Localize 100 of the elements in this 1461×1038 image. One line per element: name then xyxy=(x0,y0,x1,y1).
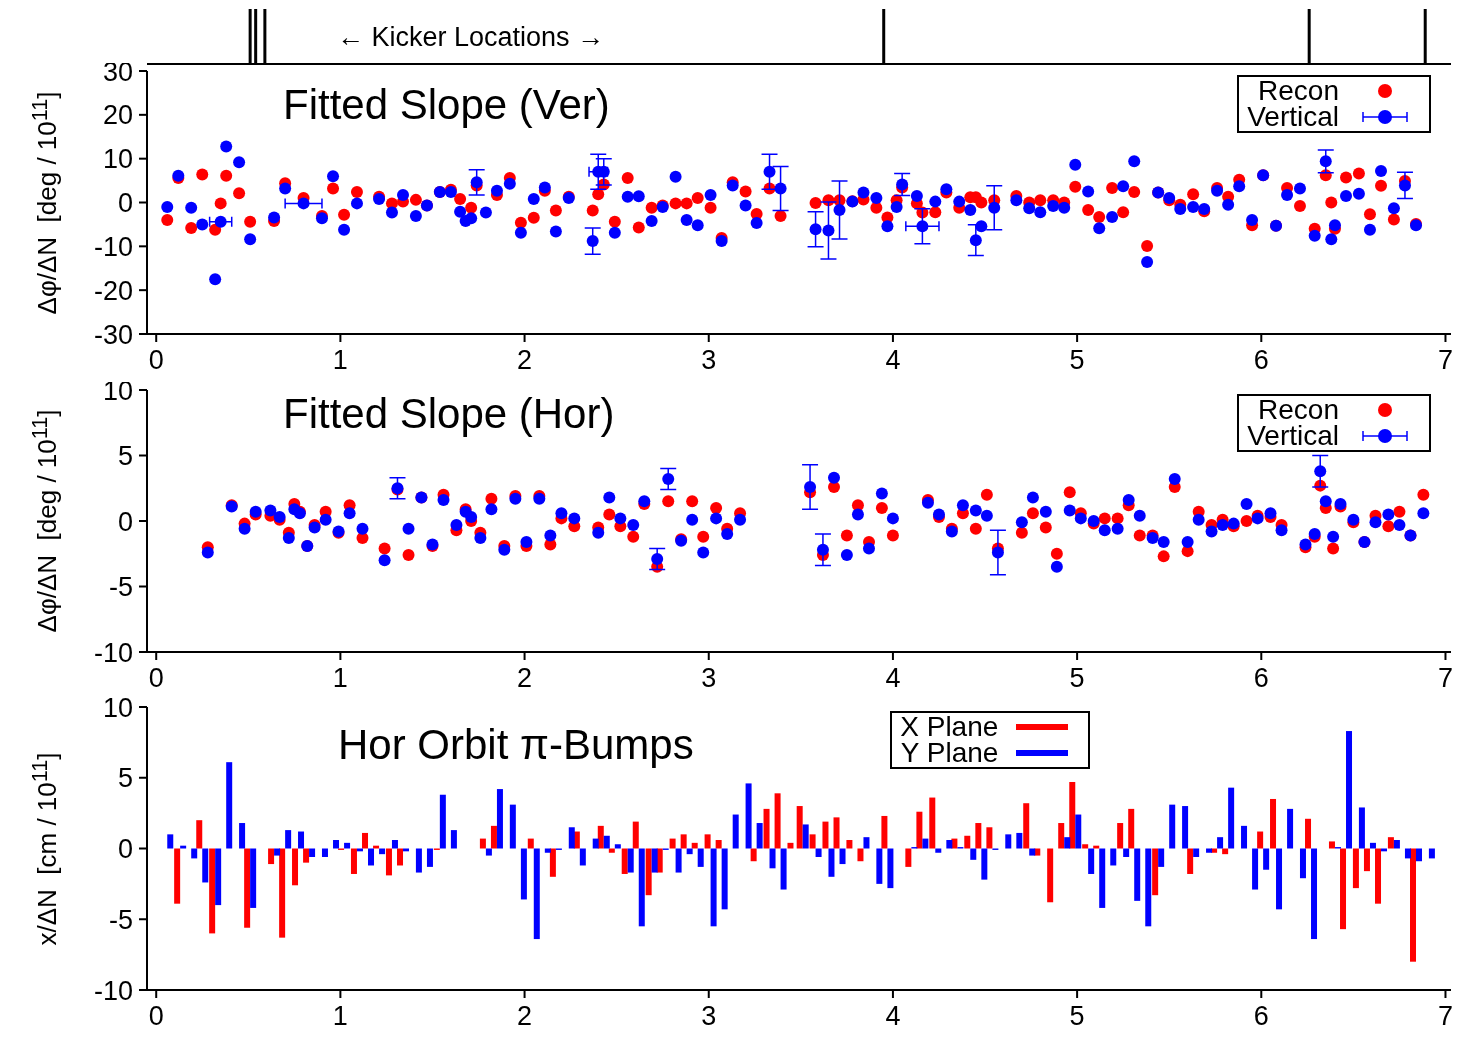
bar xyxy=(250,848,257,908)
bar xyxy=(268,848,275,865)
bar xyxy=(350,848,357,874)
bar xyxy=(592,838,599,849)
bar xyxy=(715,840,722,849)
bar xyxy=(1340,848,1347,930)
x-tick-label: 5 xyxy=(1069,663,1085,694)
bar xyxy=(1029,848,1036,856)
bar xyxy=(450,830,457,849)
y-tick-label: 10 xyxy=(102,692,133,723)
bar xyxy=(479,838,486,849)
bar xyxy=(1358,807,1365,849)
annotation: ← Kicker Locations → xyxy=(337,20,605,53)
chart-title: Hor Orbit π-Bumps xyxy=(338,721,694,769)
bar xyxy=(1328,841,1335,849)
bar xyxy=(1305,818,1312,849)
bar xyxy=(1069,782,1076,849)
y-tick-label: -10 xyxy=(93,637,133,668)
bar xyxy=(321,848,328,857)
y-tick-label: -30 xyxy=(93,319,133,350)
bar xyxy=(1047,848,1054,903)
bar xyxy=(391,840,398,849)
bar xyxy=(756,823,763,849)
bar xyxy=(174,848,181,904)
bar xyxy=(750,848,757,862)
bar xyxy=(202,848,209,883)
bar xyxy=(1082,844,1089,849)
bar xyxy=(1416,848,1423,862)
bar xyxy=(568,827,575,849)
x-tick-label: 2 xyxy=(517,663,533,694)
bar xyxy=(651,848,658,873)
y-tick-label: -10 xyxy=(93,975,133,1006)
bar xyxy=(1257,831,1264,849)
bar xyxy=(244,848,251,928)
bar xyxy=(876,848,883,884)
bar xyxy=(215,848,222,906)
bar xyxy=(839,848,846,865)
bar xyxy=(520,848,527,900)
bar xyxy=(490,825,497,849)
bar xyxy=(645,848,652,896)
bar xyxy=(579,848,586,866)
bar xyxy=(509,804,516,849)
bar xyxy=(833,817,840,849)
x-tick-label: 7 xyxy=(1437,1001,1453,1032)
bar xyxy=(279,848,286,938)
bar xyxy=(303,848,310,863)
bar xyxy=(533,848,540,940)
x-tick-label: 5 xyxy=(1069,345,1085,376)
bar xyxy=(1016,832,1023,849)
bar xyxy=(292,848,299,886)
chart-title: Fitted Slope (Hor) xyxy=(283,390,615,438)
bar xyxy=(946,840,953,849)
bar xyxy=(857,848,864,862)
bar xyxy=(732,814,739,849)
bar xyxy=(828,848,835,877)
x-tick-label: 6 xyxy=(1253,1001,1269,1032)
bar xyxy=(922,838,929,849)
bar xyxy=(970,848,977,860)
x-tick-label: 6 xyxy=(1253,663,1269,694)
bar xyxy=(1404,848,1411,859)
bar xyxy=(745,783,752,849)
bar xyxy=(769,848,776,869)
bar xyxy=(815,848,822,857)
bar xyxy=(1393,840,1400,849)
bar xyxy=(385,848,392,876)
bar xyxy=(298,831,305,849)
bar xyxy=(544,848,551,853)
bar xyxy=(1270,798,1277,849)
bar xyxy=(373,845,380,849)
bar xyxy=(1064,837,1071,849)
x-tick-label: 1 xyxy=(332,1001,348,1032)
bar xyxy=(710,848,717,927)
bar xyxy=(691,842,698,849)
bar xyxy=(1128,808,1135,849)
bar xyxy=(675,848,682,873)
x-tick-label: 1 xyxy=(332,345,348,376)
y-tick-label: 5 xyxy=(117,441,133,472)
bar xyxy=(975,823,982,849)
bar xyxy=(226,762,233,849)
bar xyxy=(1263,848,1270,870)
bar xyxy=(863,837,870,849)
bar xyxy=(796,806,803,849)
bar xyxy=(704,834,711,849)
bar xyxy=(1252,848,1259,890)
y-tick-label: -10 xyxy=(93,231,133,262)
bar xyxy=(780,848,787,890)
bar xyxy=(929,797,936,849)
bar xyxy=(1369,842,1376,849)
bar xyxy=(1169,804,1176,849)
bar xyxy=(1152,848,1159,896)
bar xyxy=(196,820,203,849)
bar xyxy=(415,848,422,873)
bar xyxy=(1117,823,1124,849)
bar xyxy=(822,821,829,849)
bar xyxy=(964,835,971,849)
bar xyxy=(809,834,816,849)
x-tick-label: 1 xyxy=(332,663,348,694)
bar xyxy=(1387,837,1394,849)
bar xyxy=(1287,808,1294,849)
x-tick-label: 7 xyxy=(1437,663,1453,694)
